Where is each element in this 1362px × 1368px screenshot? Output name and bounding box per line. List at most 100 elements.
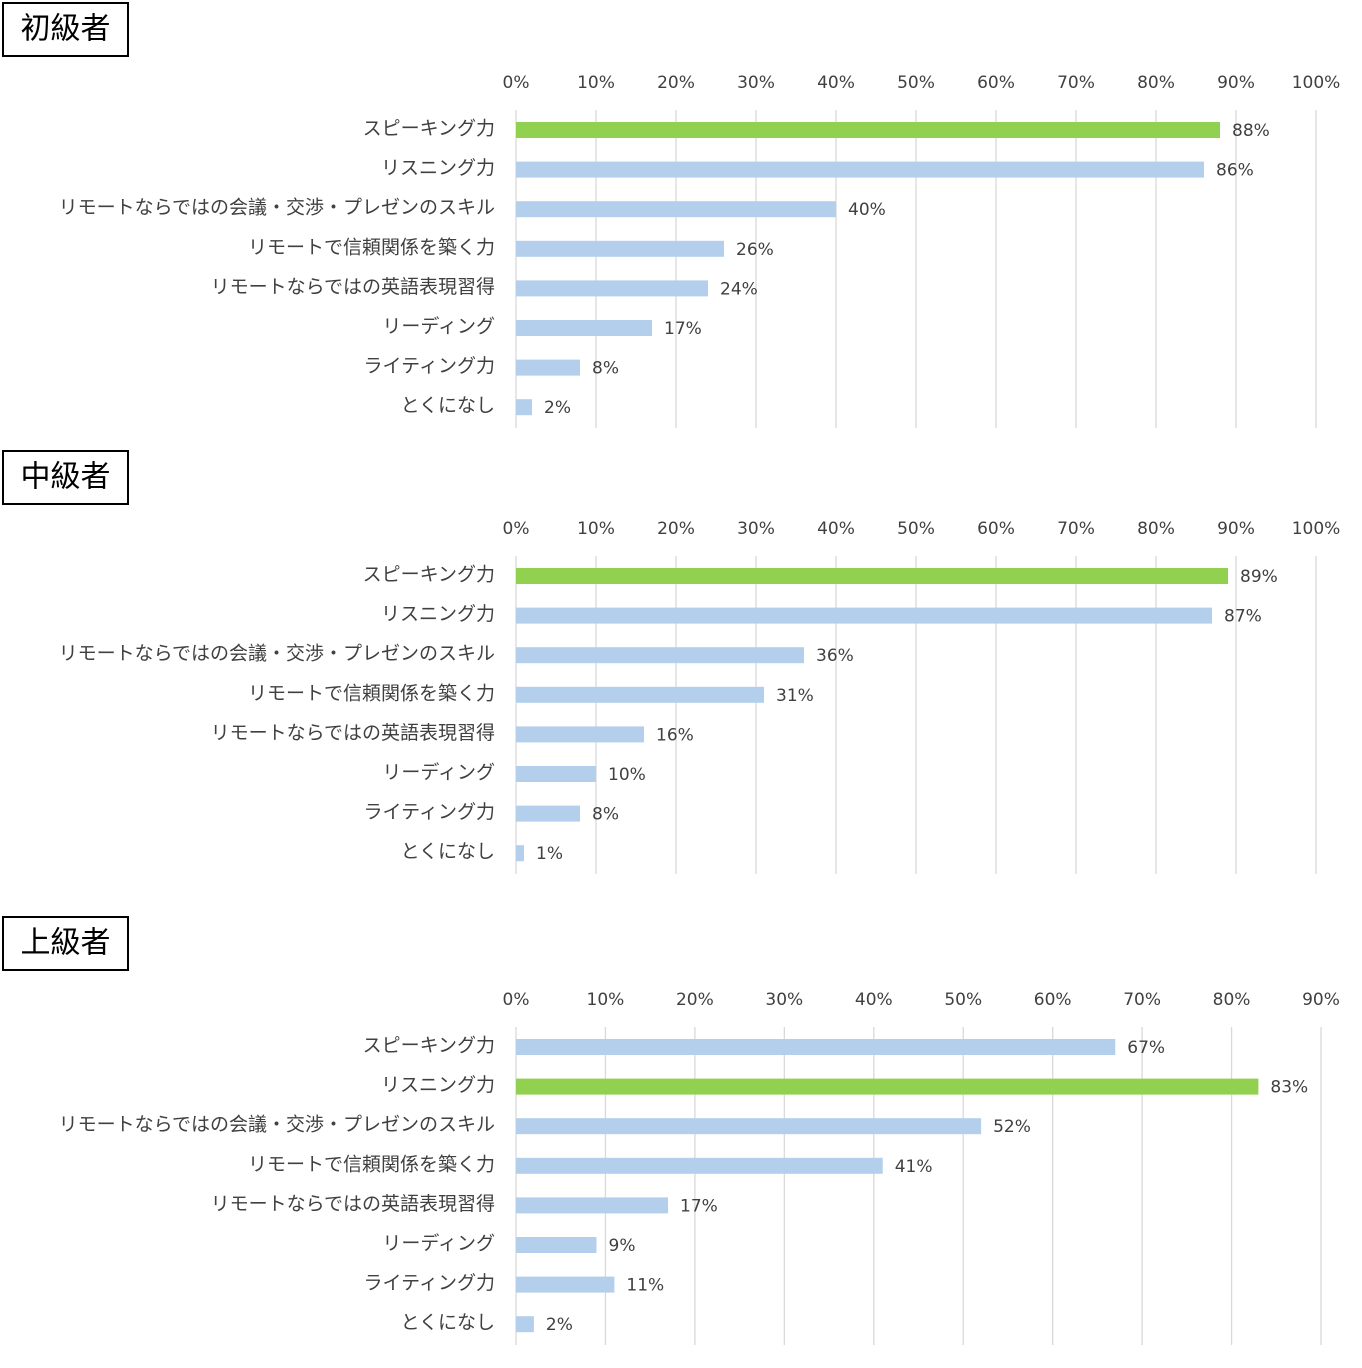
value-label: 10%	[608, 765, 646, 785]
category-label: ライティング力	[364, 1272, 495, 1294]
bar	[516, 280, 708, 297]
x-tick-label: 100%	[1292, 73, 1341, 93]
bar	[516, 766, 596, 782]
x-tick-label: 20%	[657, 519, 695, 539]
category-label: リーディング	[382, 316, 495, 338]
value-label: 8%	[592, 805, 619, 825]
x-tick-label: 30%	[765, 990, 803, 1010]
chart-title: 中級者	[21, 460, 111, 495]
bar	[516, 1237, 597, 1253]
value-label: 9%	[609, 1236, 636, 1256]
bar	[516, 201, 836, 218]
bar	[516, 1197, 669, 1214]
value-label: 52%	[993, 1117, 1031, 1137]
value-label: 17%	[664, 319, 702, 339]
category-label: ライティング力	[364, 355, 495, 377]
x-tick-label: 20%	[676, 990, 714, 1010]
category-label: リモートならではの英語表現習得	[211, 276, 495, 298]
x-tick-label: 0%	[503, 519, 530, 539]
category-label: とくになし	[401, 1312, 495, 1334]
x-tick-label: 10%	[587, 990, 625, 1010]
x-tick-label: 50%	[944, 990, 982, 1010]
category-label: リスニング力	[381, 603, 495, 625]
bar	[516, 845, 524, 862]
x-tick-label: 90%	[1217, 73, 1255, 93]
bar	[516, 1078, 1259, 1095]
chart-title: 初級者	[21, 12, 111, 47]
bar	[516, 805, 580, 822]
x-tick-label: 10%	[577, 519, 615, 539]
x-tick-label: 80%	[1213, 990, 1251, 1010]
value-label: 2%	[546, 1315, 573, 1335]
value-label: 8%	[592, 359, 619, 379]
bar	[516, 1039, 1116, 1055]
x-tick-label: 50%	[897, 73, 935, 93]
value-label: 16%	[656, 725, 694, 745]
x-tick-label: 40%	[855, 990, 893, 1010]
category-label: リスニング力	[381, 157, 495, 179]
bar	[516, 1316, 534, 1333]
category-label: リモートで信頼関係を築く力	[248, 682, 495, 704]
x-tick-label: 30%	[737, 73, 775, 93]
value-label: 41%	[895, 1157, 933, 1177]
value-label: 31%	[776, 686, 814, 706]
bar	[516, 161, 1204, 178]
category-label: スピーキング力	[363, 118, 495, 140]
value-label: 11%	[626, 1276, 664, 1296]
bar	[516, 399, 532, 416]
category-label: リモートならではの会議・交渉・プレゼンのスキル	[59, 643, 495, 665]
value-label: 1%	[536, 844, 563, 864]
value-label: 67%	[1127, 1038, 1165, 1058]
category-label: リスニング力	[381, 1074, 495, 1096]
value-label: 36%	[816, 646, 854, 666]
bar	[516, 240, 724, 257]
title-box	[2, 916, 129, 971]
value-label: 26%	[736, 240, 774, 260]
bar	[516, 320, 652, 336]
category-label: とくになし	[401, 395, 495, 417]
category-label: スピーキング力	[363, 564, 495, 586]
category-label: とくになし	[401, 841, 495, 863]
category-label: ライティング力	[364, 801, 495, 823]
x-tick-label: 70%	[1123, 990, 1161, 1010]
value-label: 2%	[544, 398, 571, 418]
value-label: 89%	[1240, 567, 1278, 587]
bar	[516, 647, 804, 664]
category-label: スピーキング力	[363, 1035, 495, 1057]
x-tick-label: 0%	[503, 73, 530, 93]
bar	[516, 686, 764, 703]
value-label: 24%	[720, 279, 758, 299]
category-label: リモートで信頼関係を築く力	[248, 1153, 495, 1175]
x-tick-label: 80%	[1137, 519, 1175, 539]
x-tick-label: 70%	[1057, 519, 1095, 539]
chart-title: 上級者	[21, 926, 111, 961]
category-label: リモートならではの英語表現習得	[211, 1193, 495, 1215]
value-label: 86%	[1216, 161, 1254, 181]
x-tick-label: 60%	[1034, 990, 1072, 1010]
title-box	[2, 2, 129, 57]
category-label: リーディング	[382, 762, 495, 784]
x-tick-label: 60%	[977, 519, 1015, 539]
value-label: 40%	[848, 200, 886, 220]
bar	[516, 726, 644, 743]
value-label: 88%	[1232, 121, 1270, 141]
x-tick-label: 10%	[577, 73, 615, 93]
x-tick-label: 100%	[1292, 519, 1341, 539]
bar	[516, 1118, 982, 1135]
x-tick-label: 0%	[503, 990, 530, 1010]
category-label: リモートならではの英語表現習得	[211, 722, 495, 744]
x-tick-label: 60%	[977, 73, 1015, 93]
x-tick-label: 40%	[817, 73, 855, 93]
category-label: リモートならではの会議・交渉・プレゼンのスキル	[59, 197, 495, 219]
x-tick-label: 20%	[657, 73, 695, 93]
category-label: リモートで信頼関係を築く力	[248, 236, 495, 258]
bar	[516, 122, 1220, 138]
bar	[516, 359, 580, 376]
x-tick-label: 70%	[1057, 73, 1095, 93]
category-label: リモートならではの会議・交渉・プレゼンのスキル	[59, 1114, 495, 1136]
x-tick-label: 80%	[1137, 73, 1175, 93]
category-label: リーディング	[382, 1233, 495, 1255]
x-tick-label: 40%	[817, 519, 855, 539]
value-label: 83%	[1270, 1078, 1308, 1098]
